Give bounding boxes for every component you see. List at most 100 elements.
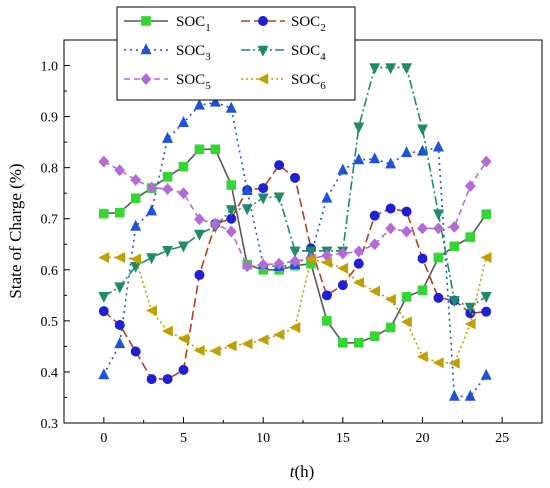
data-point	[130, 346, 141, 357]
data-point	[321, 257, 333, 269]
data-point	[401, 206, 412, 217]
data-point	[417, 222, 428, 235]
data-point	[432, 209, 444, 221]
x-tick-label: 0	[100, 431, 107, 446]
data-point	[257, 45, 269, 57]
data-point	[225, 205, 237, 217]
data-point	[114, 207, 125, 218]
data-point	[194, 144, 205, 155]
data-point	[448, 389, 460, 401]
data-point	[353, 258, 364, 269]
legend-label: SOC3	[176, 43, 211, 63]
data-point	[257, 334, 269, 346]
data-point	[140, 73, 152, 85]
data-point	[225, 101, 237, 113]
data-point	[337, 247, 349, 260]
data-point	[194, 213, 205, 226]
data-point	[114, 282, 126, 294]
data-point	[417, 285, 428, 296]
data-point	[193, 229, 205, 241]
data-point	[480, 252, 492, 264]
data-point	[98, 292, 110, 304]
data-point	[448, 357, 460, 369]
data-point	[480, 292, 492, 304]
data-point	[209, 217, 221, 230]
data-point	[353, 122, 365, 134]
data-point	[114, 164, 126, 177]
data-point	[257, 15, 268, 26]
data-point	[114, 337, 126, 349]
data-point	[385, 322, 396, 333]
data-point	[417, 124, 428, 136]
x-axis-title: t(h)	[290, 462, 315, 481]
data-point	[432, 140, 444, 152]
data-point	[114, 319, 125, 330]
data-point	[99, 208, 109, 219]
data-point	[353, 245, 365, 258]
data-point	[130, 253, 141, 265]
data-point	[226, 180, 237, 190]
data-point	[353, 277, 365, 289]
data-point	[385, 157, 397, 169]
data-point	[401, 146, 413, 158]
data-point	[178, 161, 189, 172]
data-point	[353, 338, 364, 348]
data-point	[401, 225, 412, 238]
series-5	[98, 155, 492, 273]
data-point	[369, 152, 381, 164]
series-line	[103, 256, 487, 365]
data-point	[257, 193, 269, 205]
data-point	[209, 345, 221, 357]
data-point	[98, 252, 110, 264]
data-point	[225, 340, 237, 352]
data-point	[417, 253, 428, 264]
data-point	[385, 63, 397, 75]
data-point	[321, 290, 332, 301]
data-point	[321, 191, 333, 203]
data-point	[369, 331, 380, 341]
data-point	[385, 222, 397, 235]
y-tick-label: 0.3	[41, 417, 59, 432]
data-point	[114, 252, 126, 264]
data-point	[162, 172, 173, 182]
data-point	[369, 285, 381, 297]
data-point	[130, 193, 141, 204]
data-point	[433, 292, 444, 303]
y-tick-label: 0.6	[41, 264, 59, 279]
data-point	[273, 257, 285, 270]
data-point	[140, 43, 152, 55]
legend-entry: SOC6	[241, 72, 326, 92]
data-point	[448, 296, 460, 308]
data-point	[241, 260, 253, 273]
y-tick-label: 0.9	[41, 111, 59, 126]
data-point	[257, 73, 269, 85]
data-point	[177, 333, 189, 345]
data-point	[369, 63, 381, 75]
data-point	[432, 357, 444, 369]
data-point	[241, 204, 253, 216]
data-point	[401, 63, 413, 75]
data-point	[178, 116, 189, 128]
data-point	[241, 338, 253, 350]
data-point	[465, 232, 476, 242]
y-tick-label: 1.0	[41, 60, 59, 75]
data-point	[146, 204, 158, 216]
data-point	[337, 262, 349, 274]
data-point	[130, 219, 142, 231]
data-point	[433, 252, 444, 263]
data-point	[141, 16, 151, 26]
data-point	[98, 306, 109, 317]
data-point	[433, 222, 444, 235]
data-point	[210, 144, 221, 155]
data-point	[241, 183, 253, 195]
x-axis-title-var: t	[290, 462, 296, 481]
legend-entry: SOC1	[124, 14, 211, 34]
series-6	[98, 252, 492, 369]
data-point	[194, 269, 205, 280]
legend-entry: SOC4	[241, 43, 326, 63]
y-axis-title: State of Charge (%)	[6, 163, 25, 298]
data-point	[353, 153, 365, 165]
legend: SOC1 SOC2 SOC3 SOC4 SOC5 SOC6	[116, 6, 356, 101]
data-point	[416, 351, 428, 363]
